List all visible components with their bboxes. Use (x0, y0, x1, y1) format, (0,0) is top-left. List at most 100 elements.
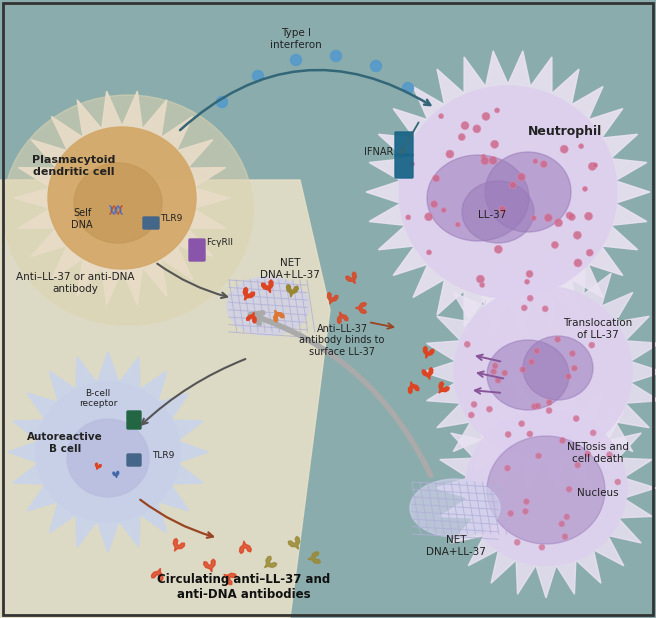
Circle shape (583, 187, 588, 192)
Circle shape (505, 431, 511, 438)
Circle shape (491, 368, 497, 375)
Circle shape (569, 350, 575, 357)
Circle shape (562, 533, 568, 540)
Circle shape (575, 462, 581, 468)
Circle shape (579, 144, 584, 149)
Polygon shape (203, 559, 215, 572)
Circle shape (441, 208, 446, 213)
Circle shape (492, 363, 498, 369)
Circle shape (433, 175, 440, 182)
Polygon shape (0, 180, 330, 618)
Circle shape (464, 341, 470, 347)
Circle shape (531, 216, 537, 221)
Ellipse shape (399, 86, 617, 298)
Circle shape (559, 521, 565, 527)
Circle shape (495, 245, 502, 253)
Polygon shape (8, 352, 208, 552)
FancyBboxPatch shape (189, 239, 205, 261)
Circle shape (481, 154, 486, 159)
Circle shape (546, 407, 552, 413)
Ellipse shape (523, 336, 593, 400)
Polygon shape (247, 312, 256, 323)
Circle shape (533, 159, 538, 164)
Circle shape (446, 150, 454, 158)
Circle shape (588, 163, 596, 171)
Circle shape (486, 406, 493, 412)
Circle shape (481, 157, 489, 165)
FancyBboxPatch shape (395, 154, 413, 178)
Circle shape (526, 271, 533, 277)
Circle shape (495, 377, 501, 383)
Text: Anti–LL-37 or anti-DNA
antibody: Anti–LL-37 or anti-DNA antibody (16, 273, 134, 294)
Circle shape (331, 51, 342, 62)
Polygon shape (289, 536, 300, 549)
Polygon shape (439, 382, 449, 393)
Circle shape (606, 452, 613, 458)
Circle shape (455, 222, 461, 227)
Circle shape (535, 453, 542, 459)
Circle shape (546, 399, 552, 405)
Polygon shape (264, 556, 277, 567)
Circle shape (566, 486, 572, 492)
FancyBboxPatch shape (395, 132, 413, 156)
Circle shape (403, 82, 413, 93)
FancyBboxPatch shape (127, 454, 141, 466)
Text: FcγRII: FcγRII (206, 238, 233, 247)
Polygon shape (243, 287, 255, 300)
Circle shape (405, 215, 411, 220)
Polygon shape (152, 568, 163, 581)
Circle shape (482, 112, 490, 121)
Circle shape (508, 510, 514, 517)
Circle shape (574, 259, 582, 267)
Text: Nucleus: Nucleus (577, 488, 619, 498)
Circle shape (504, 465, 510, 471)
Polygon shape (113, 471, 119, 478)
Polygon shape (274, 310, 284, 322)
Circle shape (523, 499, 529, 504)
Polygon shape (409, 382, 419, 394)
Circle shape (499, 206, 506, 213)
Text: B-cell
receptor: B-cell receptor (79, 389, 117, 408)
Circle shape (525, 279, 529, 284)
Circle shape (529, 359, 535, 365)
Polygon shape (422, 368, 433, 379)
Circle shape (461, 122, 469, 130)
Polygon shape (337, 312, 348, 324)
Polygon shape (96, 463, 101, 470)
Circle shape (473, 125, 481, 133)
Ellipse shape (427, 155, 529, 241)
Ellipse shape (410, 479, 500, 537)
Circle shape (564, 514, 570, 520)
Text: Anti–LL-37
antibody binds to
surface LL-37: Anti–LL-37 antibody binds to surface LL-… (299, 324, 384, 357)
Circle shape (471, 402, 477, 407)
Circle shape (371, 61, 382, 72)
Ellipse shape (487, 436, 605, 544)
Circle shape (554, 336, 561, 342)
Text: TLR9: TLR9 (152, 451, 174, 460)
Text: Translocation
of LL-37: Translocation of LL-37 (564, 318, 632, 340)
Polygon shape (436, 378, 656, 598)
Circle shape (571, 365, 577, 371)
Circle shape (554, 219, 562, 227)
Polygon shape (239, 541, 251, 554)
Circle shape (216, 96, 228, 108)
Text: Self
DNA: Self DNA (72, 208, 92, 230)
Text: Neutrophil: Neutrophil (528, 125, 602, 138)
Ellipse shape (462, 181, 534, 243)
Circle shape (535, 403, 541, 409)
Text: LL-37: LL-37 (478, 210, 506, 220)
Circle shape (409, 161, 415, 166)
Circle shape (560, 438, 565, 444)
Circle shape (584, 212, 592, 220)
Circle shape (573, 231, 581, 239)
Polygon shape (356, 302, 367, 313)
Text: Plasmacytoid
dendritic cell: Plasmacytoid dendritic cell (32, 155, 115, 177)
Ellipse shape (74, 163, 162, 243)
Ellipse shape (485, 152, 571, 232)
Ellipse shape (35, 382, 180, 522)
Ellipse shape (3, 95, 253, 325)
Circle shape (531, 404, 537, 410)
Circle shape (615, 479, 621, 485)
Circle shape (480, 282, 485, 287)
Ellipse shape (487, 340, 569, 410)
